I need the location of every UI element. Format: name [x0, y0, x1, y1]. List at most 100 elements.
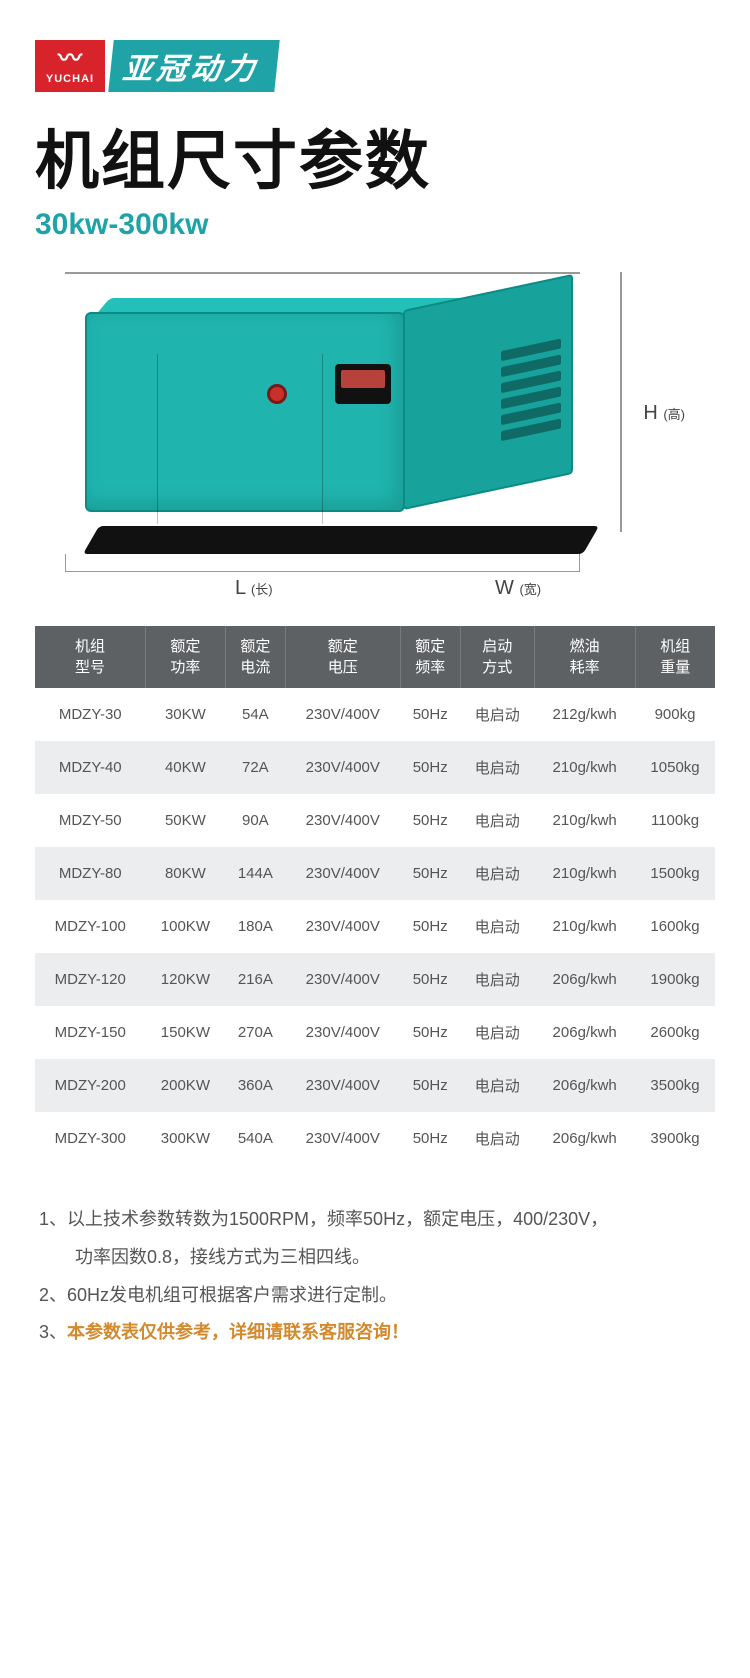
table-cell: 206g/kwh — [534, 1006, 635, 1059]
table-cell: 电启动 — [460, 1006, 534, 1059]
table-cell: MDZY-120 — [35, 953, 145, 1006]
generator-side-face — [403, 274, 573, 510]
table-cell: 90A — [225, 794, 285, 847]
panel-seam — [322, 354, 323, 524]
table-head: 机组型号额定功率额定电流额定电压额定频率启动方式燃油耗率机组重量 — [35, 626, 715, 688]
table-cell: 1900kg — [635, 953, 715, 1006]
dim-L-sub: (长) — [251, 582, 273, 597]
table-cell: 230V/400V — [285, 900, 400, 953]
table-cell: 电启动 — [460, 1112, 534, 1165]
table-row: MDZY-150150KW270A230V/400V50Hz电启动206g/kw… — [35, 1006, 715, 1059]
col-header: 机组型号 — [35, 626, 145, 688]
dim-L-letter: L — [235, 577, 245, 599]
col-header: 机组重量 — [635, 626, 715, 688]
col-header: 额定电压 — [285, 626, 400, 688]
note-3-highlight: 本参数表仅供参考，详细请联系客服咨询！ — [67, 1322, 409, 1342]
table-cell: 40KW — [145, 741, 225, 794]
generator-base — [83, 526, 599, 554]
table-cell: 50Hz — [400, 1059, 460, 1112]
control-panel-icon — [335, 364, 391, 404]
dim-label-L: L (长) — [235, 577, 273, 600]
col-header: 额定功率 — [145, 626, 225, 688]
logo-swirl-icon: 〰 — [58, 47, 82, 71]
table-cell: 210g/kwh — [534, 741, 635, 794]
table-cell: 50Hz — [400, 1006, 460, 1059]
table-cell: 230V/400V — [285, 794, 400, 847]
table-cell: 212g/kwh — [534, 688, 635, 741]
dim-label-H: H (高) — [643, 402, 685, 425]
table-cell: 144A — [225, 847, 285, 900]
table-cell: MDZY-30 — [35, 688, 145, 741]
logo-cyan-text: 亚冠动力 — [108, 40, 279, 92]
outline-side — [620, 272, 622, 532]
col-header: 燃油耗率 — [534, 626, 635, 688]
table-cell: 230V/400V — [285, 847, 400, 900]
table-cell: 300KW — [145, 1112, 225, 1165]
outline-top — [65, 272, 580, 274]
table-cell: 1500kg — [635, 847, 715, 900]
table-cell: 电启动 — [460, 1059, 534, 1112]
table-row: MDZY-8080KW144A230V/400V50Hz电启动210g/kwh1… — [35, 847, 715, 900]
table-cell: 1600kg — [635, 900, 715, 953]
generator-body — [85, 292, 585, 522]
table-cell: 1100kg — [635, 794, 715, 847]
table-cell: 216A — [225, 953, 285, 1006]
table-cell: 230V/400V — [285, 953, 400, 1006]
table-cell: 50Hz — [400, 794, 460, 847]
dim-H-letter: H — [643, 402, 657, 424]
table-cell: MDZY-40 — [35, 741, 145, 794]
subtitle: 30kw-300kw — [35, 208, 715, 242]
table-cell: 电启动 — [460, 900, 534, 953]
table-cell: 200KW — [145, 1059, 225, 1112]
table-cell: 206g/kwh — [534, 1059, 635, 1112]
table-cell: 50Hz — [400, 688, 460, 741]
table-cell: 电启动 — [460, 847, 534, 900]
table-cell: 206g/kwh — [534, 1112, 635, 1165]
table-cell: 230V/400V — [285, 688, 400, 741]
table-cell: 900kg — [635, 688, 715, 741]
generator-diagram: L (长) W (宽) H (高) — [65, 272, 685, 602]
table-cell: 50KW — [145, 794, 225, 847]
note-3: 3、本参数表仅供参考，详细请联系客服咨询！ — [39, 1314, 711, 1352]
table-cell: 210g/kwh — [534, 794, 635, 847]
table-row: MDZY-3030KW54A230V/400V50Hz电启动212g/kwh90… — [35, 688, 715, 741]
table-cell: 206g/kwh — [534, 953, 635, 1006]
table-cell: 360A — [225, 1059, 285, 1112]
vent-icon — [501, 338, 561, 441]
table-cell: 3500kg — [635, 1059, 715, 1112]
table-cell: 电启动 — [460, 741, 534, 794]
table-cell: MDZY-150 — [35, 1006, 145, 1059]
table-cell: 30KW — [145, 688, 225, 741]
table-cell: 50Hz — [400, 847, 460, 900]
note-1a: 1、以上技术参数转数为1500RPM，频率50Hz，额定电压，400/230V， — [39, 1209, 608, 1229]
table-cell: 120KW — [145, 953, 225, 1006]
table-cell: 电启动 — [460, 794, 534, 847]
logo-red-text: YUCHAI — [46, 73, 94, 85]
table-cell: MDZY-80 — [35, 847, 145, 900]
table-cell: MDZY-50 — [35, 794, 145, 847]
table-cell: 54A — [225, 688, 285, 741]
table-row: MDZY-120120KW216A230V/400V50Hz电启动206g/kw… — [35, 953, 715, 1006]
spec-table: 机组型号额定功率额定电流额定电压额定频率启动方式燃油耗率机组重量 MDZY-30… — [35, 626, 715, 1165]
table-cell: 270A — [225, 1006, 285, 1059]
table-cell: 180A — [225, 900, 285, 953]
panel-seam — [157, 354, 158, 524]
table-row: MDZY-300300KW540A230V/400V50Hz电启动206g/kw… — [35, 1112, 715, 1165]
page-title: 机组尺寸参数 — [35, 110, 715, 202]
table-cell: 80KW — [145, 847, 225, 900]
note-1: 1、以上技术参数转数为1500RPM，频率50Hz，额定电压，400/230V，… — [39, 1201, 711, 1277]
page: 〰 YUCHAI 亚冠动力 机组尺寸参数 30kw-300kw — [0, 0, 750, 1382]
estop-knob-icon — [267, 384, 287, 404]
dim-W-sub: (宽) — [519, 582, 541, 597]
table-row: MDZY-4040KW72A230V/400V50Hz电启动210g/kwh10… — [35, 741, 715, 794]
dim-label-W: W (宽) — [495, 577, 541, 600]
logo-row: 〰 YUCHAI 亚冠动力 — [35, 40, 715, 92]
table-cell: 72A — [225, 741, 285, 794]
table-cell: 540A — [225, 1112, 285, 1165]
generator-front-face — [85, 312, 405, 512]
table-cell: 230V/400V — [285, 1059, 400, 1112]
table-cell: 3900kg — [635, 1112, 715, 1165]
table-cell: 50Hz — [400, 741, 460, 794]
table-cell: 230V/400V — [285, 1006, 400, 1059]
note-2: 2、60Hz发电机组可根据客户需求进行定制。 — [39, 1277, 711, 1315]
